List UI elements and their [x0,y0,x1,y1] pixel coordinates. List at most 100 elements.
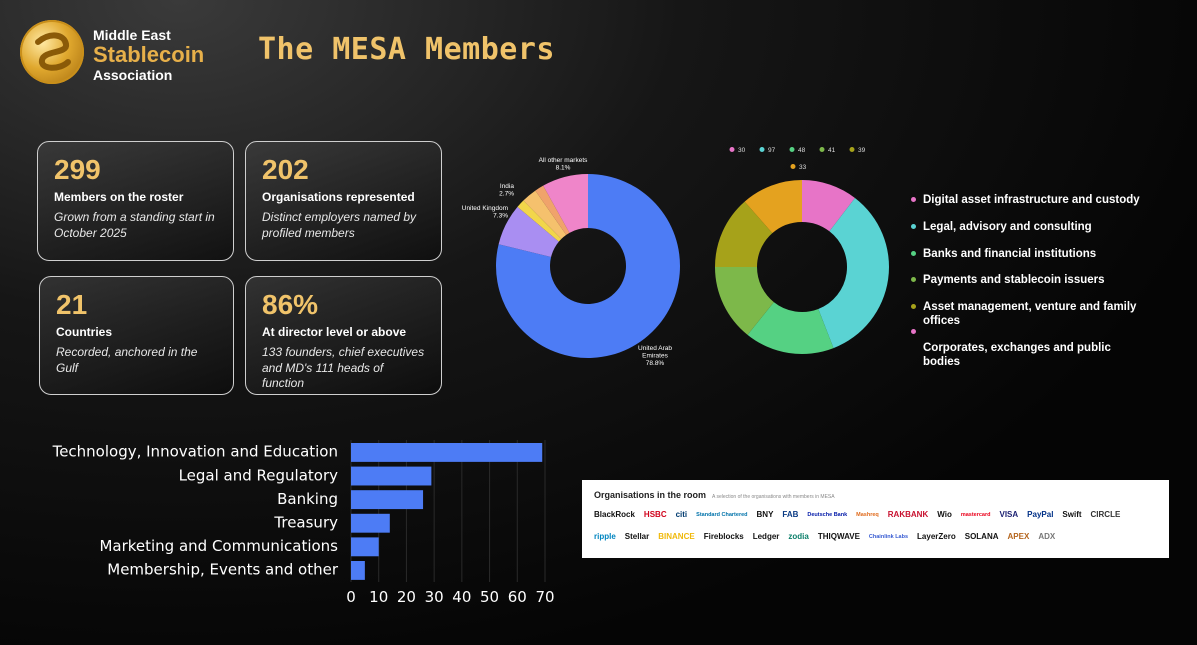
org-logo-row-2: ripple Stellar BINANCE Fireblocks Ledger zodi… [594,532,1055,541]
x-tick-label: 10 [369,588,388,606]
category-label: Marketing and Communications [99,537,338,555]
org-logo-circle: CIRCLE [1090,510,1121,519]
function-legend-item: Digital asset infrastructure and custody [911,194,1151,208]
function-legend-item: Payments and stablecoin issuers [911,274,1151,288]
org-logo-solana: SOLANA [964,532,999,541]
stat-subtext: Grown from a standing start in October 2… [54,210,215,240]
org-logo-mashreq: Mashreq [856,511,879,518]
function-legend-item: Asset management, venture and family off… [911,301,1151,329]
geo-slice-united-arab-emirates [496,174,680,358]
legend-marker [759,147,765,152]
bar [351,513,390,533]
legend-marker [819,147,825,152]
organisations-subtitle: A selection of the organisations with me… [712,494,835,500]
geography-donut-chart: United Arab Emirates 78.8% United Kingdom 7.… [462,157,680,367]
x-tick-label: 30 [425,588,444,606]
org-logo-chainlink-labs: Chainlink Labs [868,533,909,540]
geo-slice-all-other-markets [543,174,588,233]
function-slice [715,267,774,335]
legend-value: 41 [828,147,836,154]
geo-slice-india [523,190,567,239]
legend-marker [729,147,735,152]
stat-card-members: 299 Members on the roster Grown from a s… [37,141,234,261]
function-slice [744,180,802,234]
legend-dot [911,250,916,256]
legend-marker [789,147,795,152]
stat-subtext: Distinct employers named by profiled mem… [262,210,417,240]
x-tick-label: 60 [508,588,527,606]
organisations-heading: Organisations in the room [594,490,707,500]
page-title: The MESA Members [258,32,555,67]
legend-dot [911,197,916,202]
geo-slice-unlabeled [535,185,570,235]
legend-marker [849,147,855,152]
function-legend-item: Legal, advisory and consulting [911,221,1151,235]
organisations-panel: Organisations in the room A selection of … [582,480,1169,558]
legend-label: Digital asset infrastructure and custody [923,194,1140,206]
geo-data-label: United Kingdom 7.3% [462,205,508,220]
brand-line-3: Association [93,67,173,83]
stat-card-organisations: 202 Organisations represented Distinct e… [245,141,442,261]
org-logo-stellar: Stellar [624,532,650,541]
brand-line-1: Middle East [93,27,171,43]
org-logo-ledger: Ledger [752,532,780,541]
legend-marker [790,164,796,169]
category-label: Treasury [273,513,338,531]
org-logo-thiqwave: THIQWAVE [817,532,860,541]
org-logo-apex: APEX [1007,532,1030,541]
x-tick-label: 20 [397,588,416,606]
x-tick-label: 50 [480,588,499,606]
org-logo-citi: citi [675,510,688,519]
function-slice [747,302,834,354]
org-logo-bny: BNY [756,510,774,519]
bar [351,561,365,580]
legend-label: Legal, advisory and consulting [923,220,1092,233]
function-slice [715,201,773,267]
org-logo-adx: ADX [1038,532,1056,541]
mesa-logo [20,20,84,84]
x-tick-label: 40 [452,588,471,606]
stat-subtext: 133 founders, chief executives and MD's … [262,345,425,391]
legend-label: Payments and stablecoin issuers [923,274,1105,287]
legend-value: 97 [768,147,776,154]
org-logo-binance: BINANCE [658,532,695,541]
org-logo-wio: Wio [937,510,952,519]
brand-name: Middle East Stablecoin Association [93,28,204,82]
org-logo-fireblocks: Fireblocks [703,532,744,541]
org-logo-visa: VISA [999,510,1019,519]
org-logo-row-1: BlackRock HSBC citi Standard Chartered BNY FA… [594,510,1120,519]
legend-value: 33 [799,164,807,171]
bar [351,490,424,510]
legend-value: 30 [738,147,746,154]
bar [351,466,432,486]
stat-card-director-level: 86% At director level or above 133 found… [245,276,442,395]
legend-label: Asset management, venture and family off… [923,301,1137,327]
stat-label: Organisations represented [262,190,415,204]
org-logo-blackrock: BlackRock [594,510,635,519]
legend-dot [911,277,916,283]
category-label: Membership, Events and other [107,561,339,579]
geo-slice-united-kingdom [498,206,559,258]
x-tick-label: 0 [346,588,356,606]
geo-data-label: United Arab Emirates 78.8% [638,345,672,367]
stat-label: At director level or above [262,325,407,339]
legend-dot [911,223,916,229]
stat-value: 202 [262,154,309,185]
function-donut-chart: 30 97 48 41 39 33 [715,147,889,354]
org-logo-paypal: PayPal [1027,510,1054,519]
stat-card-countries: 21 Countries Recorded, anchored in the G… [39,276,234,395]
category-label: Banking [277,490,338,508]
org-logo-rakbank: RAKBANK [887,510,929,519]
org-logo-swift: Swift [1062,510,1082,519]
brand-line-2: Stablecoin [93,42,205,67]
function-legend-item: Banks and financial institutions [911,248,1151,262]
function-legend-item: Corporates, exchanges and public bodies [911,328,1151,370]
geo-data-label: India 2.7% [499,183,514,198]
org-logo-ripple: ripple [594,532,616,541]
legend-label: Banks and financial institutions [923,247,1097,260]
org-logo-layerzero: LayerZero [917,532,956,541]
legend-value: 39 [858,147,866,154]
department-bar-chart: 0 10 20 30 40 50 60 70 Technology, Innovation an… [52,440,555,606]
function-slice [818,197,889,349]
category-label: Technology, Innovation and Education [52,443,338,461]
